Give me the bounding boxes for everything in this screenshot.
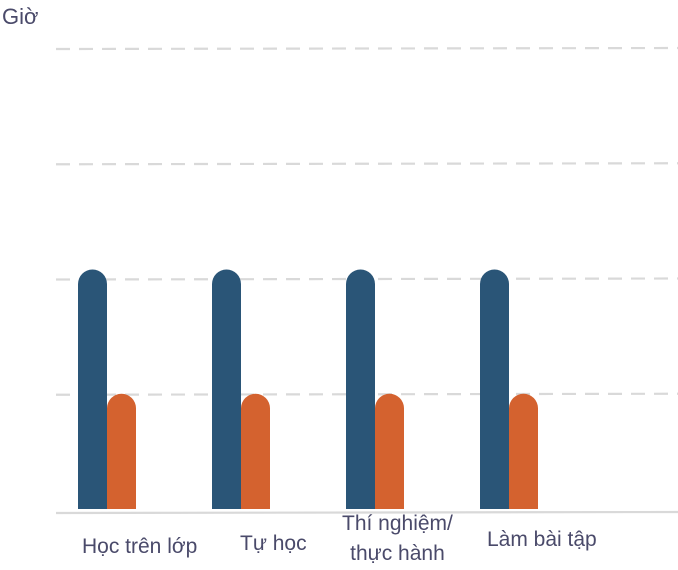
- bar-series-1-cat-2: [212, 269, 241, 509]
- category-label-3: Thí nghiệm/thực hành: [342, 509, 453, 569]
- bar-series-1-cat-1: [78, 269, 107, 509]
- bar-series-1-cat-4: [480, 269, 509, 509]
- category-label-line: Tự học: [240, 532, 307, 555]
- category-label-line: Học trên lớp: [82, 535, 198, 558]
- bar-series-2-cat-3: [375, 393, 404, 509]
- gridline-4: [55, 46, 678, 51]
- bar-series-1-cat-3: [346, 269, 375, 509]
- x-axis-line: [55, 510, 678, 515]
- category-label-1: Học trên lớp: [82, 532, 197, 562]
- bars: [78, 269, 538, 509]
- y-axis-title: Giờ: [2, 4, 39, 29]
- gridline-3: [55, 162, 678, 166]
- category-label-line: Thí nghiệm/: [342, 512, 453, 535]
- bar-series-2-cat-1: [107, 393, 136, 509]
- bar-series-2-cat-2: [241, 393, 270, 509]
- category-label-line: Làm bài tập: [487, 528, 597, 551]
- bar-series-2-cat-4: [509, 393, 538, 509]
- category-label-line: thực hành: [350, 542, 445, 565]
- category-label-2: Tự học: [240, 529, 307, 559]
- category-label-4: Làm bài tập: [487, 525, 597, 555]
